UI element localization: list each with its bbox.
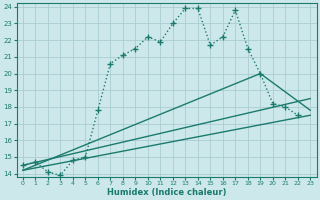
X-axis label: Humidex (Indice chaleur): Humidex (Indice chaleur) [107, 188, 226, 197]
